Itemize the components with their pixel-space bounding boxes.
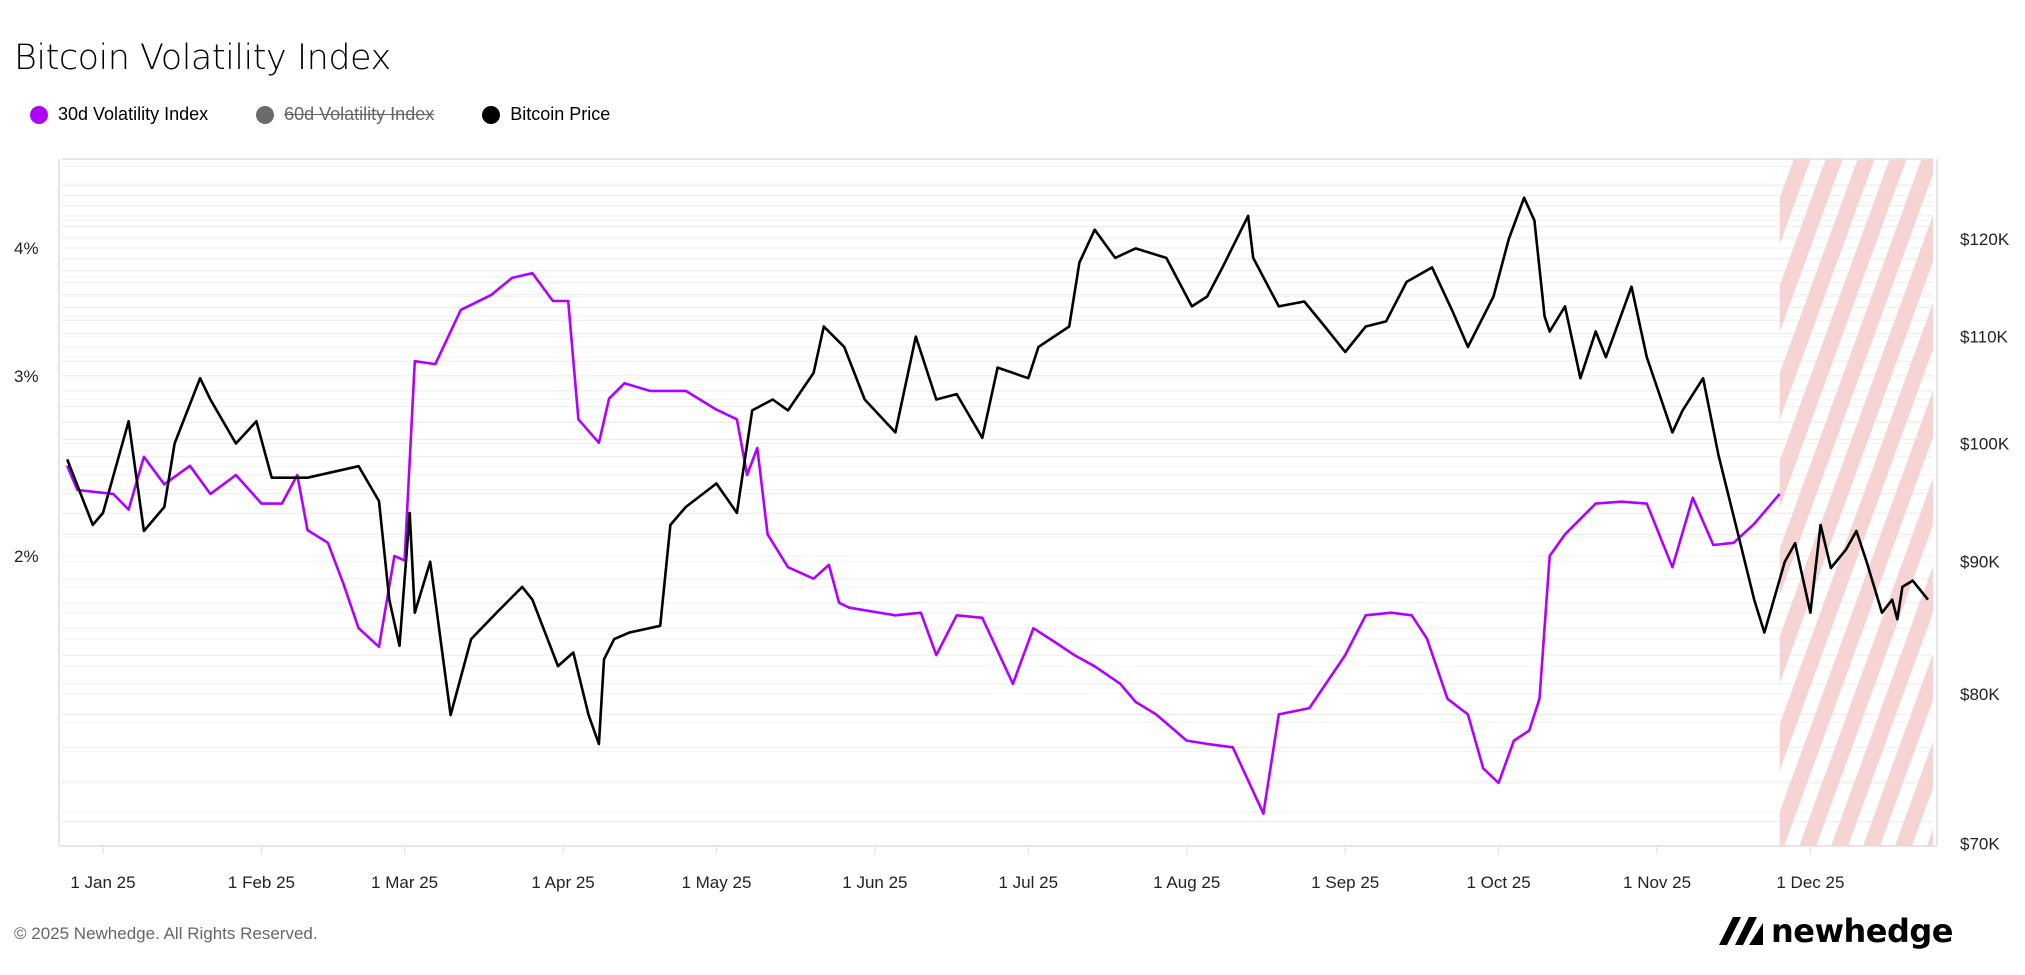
legend-item-60d-volatility[interactable]: 60d Volatility Index xyxy=(256,104,434,125)
legend-label: 30d Volatility Index xyxy=(58,104,209,124)
legend-label: 60d Volatility Index xyxy=(284,104,435,124)
x-tick-label: 1 Sep 25 xyxy=(1311,873,1379,892)
right-y-tick-label: $70K xyxy=(1960,835,2000,854)
x-tick-label: 1 Nov 25 xyxy=(1623,873,1691,892)
brand-name: newhedge xyxy=(1770,912,1954,950)
legend-item-30d-volatility[interactable]: 30d Volatility Index xyxy=(30,104,208,125)
x-tick-label: 1 Aug 25 xyxy=(1153,873,1220,892)
x-tick-label: 1 Jan 25 xyxy=(70,873,135,892)
newhedge-logo-icon xyxy=(1718,917,1763,945)
series-color-dot xyxy=(482,105,501,124)
right-y-tick-label: $110K xyxy=(1960,328,2009,347)
copyright: © 2025 Newhedge. All Rights Reserved. xyxy=(14,924,318,943)
series-color-dot xyxy=(256,105,275,124)
hatched-region xyxy=(1779,159,1933,846)
left-y-tick-label: 4% xyxy=(14,239,39,258)
left-y-tick-label: 2% xyxy=(14,547,39,566)
x-tick-label: 1 Mar 25 xyxy=(371,873,438,892)
right-y-tick-label: $100K xyxy=(1960,435,2010,454)
legend-label: Bitcoin Price xyxy=(510,104,611,124)
brand-logo[interactable]: newhedge xyxy=(1718,912,1954,950)
x-tick-label: 1 May 25 xyxy=(681,873,751,892)
x-tick-label: 1 Apr 25 xyxy=(531,873,594,892)
x-tick-label: 1 Oct 25 xyxy=(1466,873,1530,892)
x-tick-label: 1 Jun 25 xyxy=(842,873,907,892)
right-y-tick-label: $120K xyxy=(1960,230,2010,249)
series-line-0 xyxy=(66,271,1781,815)
legend-item-bitcoin-price[interactable]: Bitcoin Price xyxy=(482,104,610,125)
right-y-tick-label: $90K xyxy=(1960,553,2000,572)
x-tick-label: 1 Jul 25 xyxy=(998,873,1058,892)
x-tick-label: 1 Feb 25 xyxy=(228,873,295,892)
chart-title: Bitcoin Volatility Index xyxy=(14,38,391,78)
legend: 30d Volatility Index 60d Volatility Inde… xyxy=(30,104,610,125)
left-y-tick-label: 3% xyxy=(14,367,39,386)
right-y-tick-label: $80K xyxy=(1960,685,2000,704)
x-tick-label: 1 Dec 25 xyxy=(1776,873,1844,892)
series-color-dot xyxy=(30,105,48,124)
series-line-2 xyxy=(65,196,1930,746)
